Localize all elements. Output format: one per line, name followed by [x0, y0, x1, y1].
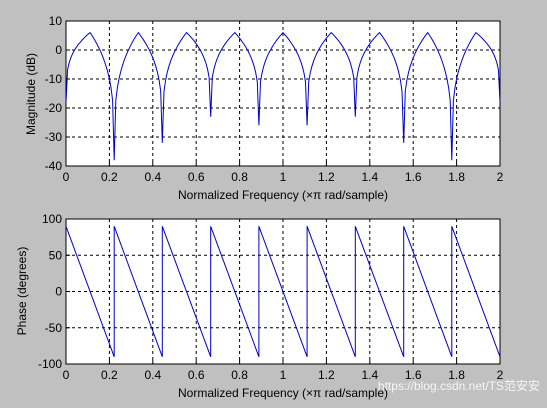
x-tick-label: 1.6: [405, 170, 422, 184]
magnitude-y-ticks: 10 0 -10 -20 -30 -40: [45, 14, 70, 173]
y-tick-label: -30: [45, 130, 63, 144]
x-tick-label: 1.4: [361, 170, 378, 184]
y-tick-label: -40: [45, 159, 63, 173]
x-tick-label: 0.6: [188, 170, 205, 184]
x-tick-label: 0: [63, 368, 70, 382]
x-tick-label: 0: [63, 170, 70, 184]
x-tick-label: 2: [497, 368, 504, 382]
phase-x-label: Normalized Frequency (×π rad/sample): [178, 386, 388, 400]
x-tick-label: 1.8: [448, 368, 465, 382]
y-tick-label: 100: [42, 212, 62, 226]
phase-x-ticks: 0 0.2 0.4 0.6 0.8 1 1.2 1.4 1.6 1.8 2: [63, 360, 504, 382]
magnitude-grid: [66, 21, 500, 166]
magnitude-x-ticks: 0 0.2 0.4 0.6 0.8 1 1.2 1.4 1.6 1.8 2: [63, 162, 504, 184]
phase-line: [65, 226, 501, 357]
x-tick-label: 0.4: [144, 170, 161, 184]
x-tick-label: 1: [280, 368, 287, 382]
x-tick-label: 1: [280, 170, 287, 184]
magnitude-line: [65, 31, 501, 161]
phase-y-ticks: 100 50 0 -50 -100: [38, 212, 70, 371]
watermark: https://blog.csdn.net/TS范安安: [378, 378, 540, 393]
x-tick-label: 2: [497, 170, 504, 184]
x-tick-label: 0.4: [144, 368, 161, 382]
x-tick-label: 0.8: [231, 368, 248, 382]
phase-axes: 0 0.2 0.4 0.6 0.8 1 1.2 1.4 1.6 1.8 2 100 50 0 -50 -10…: [15, 212, 504, 400]
y-tick-label: 0: [55, 43, 62, 57]
x-tick-label: 0.2: [101, 368, 118, 382]
magnitude-x-label: Normalized Frequency (×π rad/sample): [178, 188, 388, 202]
magnitude-y-label: Magnitude (dB): [24, 53, 38, 135]
magnitude-axes: 0 0.2 0.4 0.6 0.8 1 1.2 1.4 1.6 1.8 2 10 0 -10 -20 -30…: [24, 14, 504, 202]
y-tick-label: 10: [49, 14, 63, 28]
x-tick-label: 0.6: [188, 368, 205, 382]
x-tick-label: 1.2: [318, 170, 335, 184]
x-tick-label: 1.8: [448, 170, 465, 184]
x-tick-label: 1.4: [361, 368, 378, 382]
y-tick-label: 0: [55, 285, 62, 299]
x-tick-label: 1.6: [405, 368, 422, 382]
phase-y-label: Phase (degrees): [15, 247, 29, 336]
y-tick-label: -10: [45, 72, 63, 86]
y-tick-label: -20: [45, 101, 63, 115]
y-tick-label: -50: [45, 321, 63, 335]
x-tick-label: 0.8: [231, 170, 248, 184]
y-tick-label: -100: [38, 357, 62, 371]
y-tick-label: 50: [49, 248, 63, 262]
x-tick-label: 1.2: [318, 368, 335, 382]
x-tick-label: 0.2: [101, 170, 118, 184]
